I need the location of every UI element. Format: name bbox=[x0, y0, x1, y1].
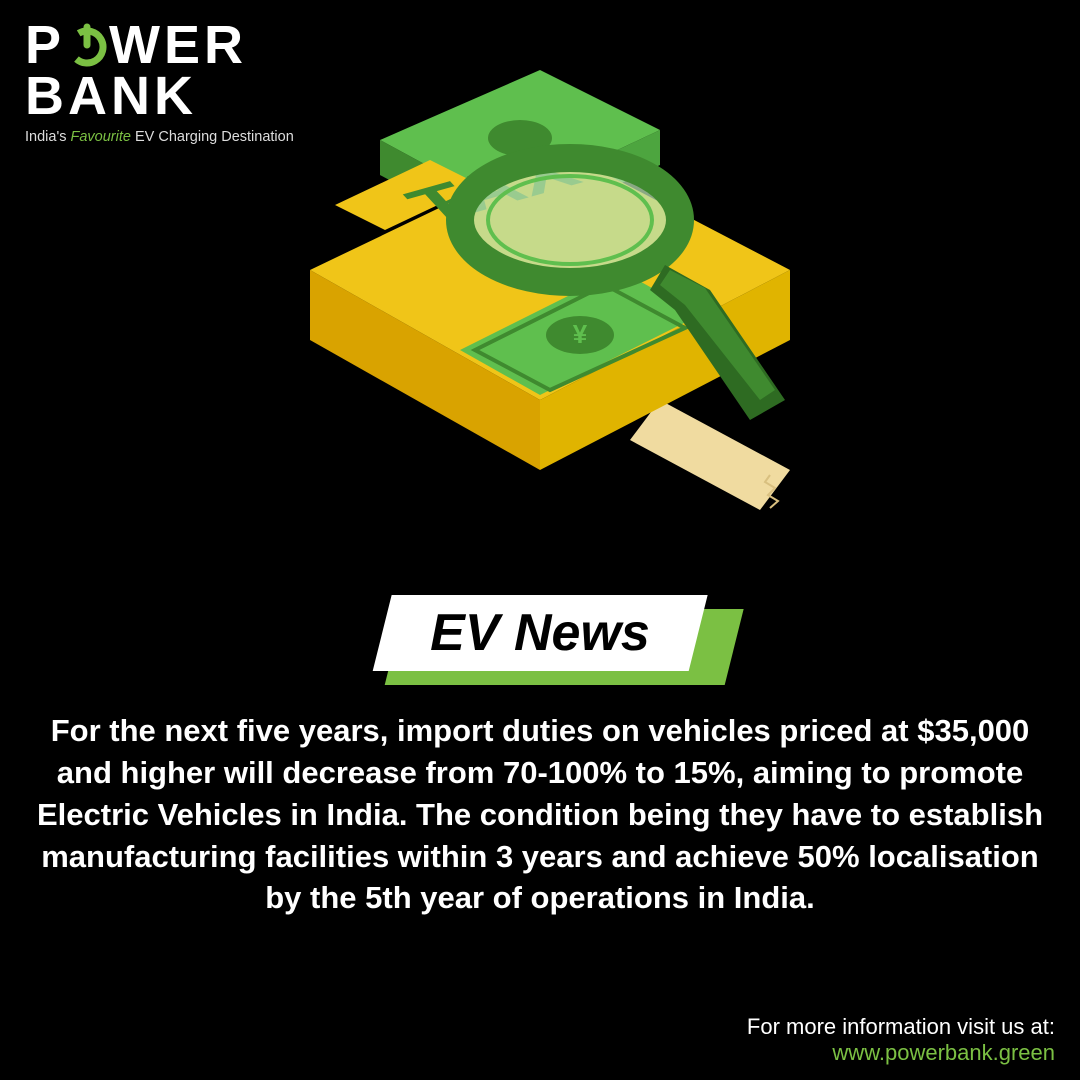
news-body: For the next five years, import duties o… bbox=[30, 710, 1050, 919]
headline-box: EV News bbox=[373, 595, 708, 671]
footer-url[interactable]: www.powerbank.green bbox=[747, 1040, 1055, 1066]
headline-text: EV News bbox=[430, 603, 650, 663]
logo-line1: PWER bbox=[25, 20, 294, 71]
tax-illustration: TAX ¥ bbox=[230, 70, 850, 570]
footer: For more information visit us at: www.po… bbox=[747, 1014, 1055, 1066]
headline-badge: EV News bbox=[382, 595, 698, 671]
footer-cta: For more information visit us at: bbox=[747, 1014, 1055, 1040]
svg-text:¥: ¥ bbox=[573, 319, 588, 349]
power-icon bbox=[65, 20, 109, 71]
receipt-shape bbox=[630, 400, 790, 510]
